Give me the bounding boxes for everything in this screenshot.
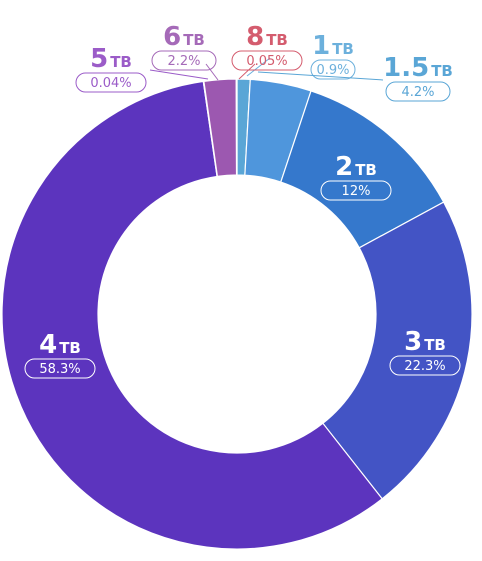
category-number: 1.5 — [383, 53, 429, 83]
category-label: 5 TB — [90, 44, 132, 74]
category-unit: TB — [332, 40, 354, 58]
percent-label: 12% — [342, 184, 371, 199]
category-number: 3 — [404, 327, 422, 357]
percent-label: 0.9% — [316, 63, 349, 78]
percent-label: 58.3% — [39, 362, 80, 377]
label-2tb: 2 TB 12% — [320, 152, 392, 201]
category-unit: TB — [59, 339, 81, 357]
leader-line — [205, 63, 219, 81]
category-unit: TB — [355, 161, 377, 179]
leader-line — [246, 57, 271, 77]
category-number: 4 — [39, 330, 57, 360]
category-unit: TB — [424, 336, 446, 354]
percent-pill — [231, 50, 303, 71]
category-unit: TB — [266, 31, 288, 49]
percent-label: 22.3% — [404, 359, 445, 374]
percent-pill — [310, 59, 356, 80]
category-number: 2 — [335, 152, 353, 182]
category-label: 3 TB — [404, 327, 446, 357]
percent-label: 2.2% — [167, 54, 200, 69]
category-number: 6 — [163, 22, 181, 52]
slice-4tb[interactable] — [1, 80, 383, 550]
percent-pill — [385, 81, 451, 102]
leader-line — [257, 71, 384, 81]
label-1tb: 1 TB0.9% — [246, 31, 356, 80]
category-number: 1 — [312, 31, 330, 61]
category-number: 5 — [90, 44, 108, 74]
category-unit: TB — [431, 62, 453, 80]
category-label: 8 TB — [246, 22, 288, 52]
percent-pill — [320, 180, 392, 201]
category-label: 1.5 TB — [383, 53, 453, 83]
category-unit: TB — [110, 53, 132, 71]
category-number: 8 — [246, 22, 264, 52]
percent-pill — [151, 50, 217, 71]
label-4tb: 4 TB 58.3% — [24, 330, 96, 379]
percent-label: 4.2% — [401, 85, 434, 100]
label-1-5tb: 1.5 TB 4.2% — [257, 53, 453, 102]
label-8tb: 8 TB 0.05% — [231, 22, 303, 80]
label-3tb: 3 TB 22.3% — [389, 327, 461, 376]
slice-8tb[interactable] — [235, 78, 238, 176]
slice-3tb[interactable] — [322, 201, 473, 500]
leader-line — [238, 63, 256, 80]
percent-pill — [389, 355, 461, 376]
percent-label: 0.05% — [246, 54, 287, 69]
category-label: 4 TB — [39, 330, 81, 360]
category-label: 6 TB — [163, 22, 205, 52]
percent-pill — [75, 72, 147, 93]
leader-line — [149, 69, 209, 80]
category-label: 1 TB — [312, 31, 354, 61]
label-5tb: 5 TB 0.04% — [75, 44, 209, 93]
category-label: 2 TB — [335, 152, 377, 182]
category-unit: TB — [183, 31, 205, 49]
percent-pill — [24, 358, 96, 379]
label-6tb: 6 TB 2.2% — [151, 22, 219, 81]
slices — [1, 78, 473, 550]
percent-label: 0.04% — [90, 76, 131, 91]
